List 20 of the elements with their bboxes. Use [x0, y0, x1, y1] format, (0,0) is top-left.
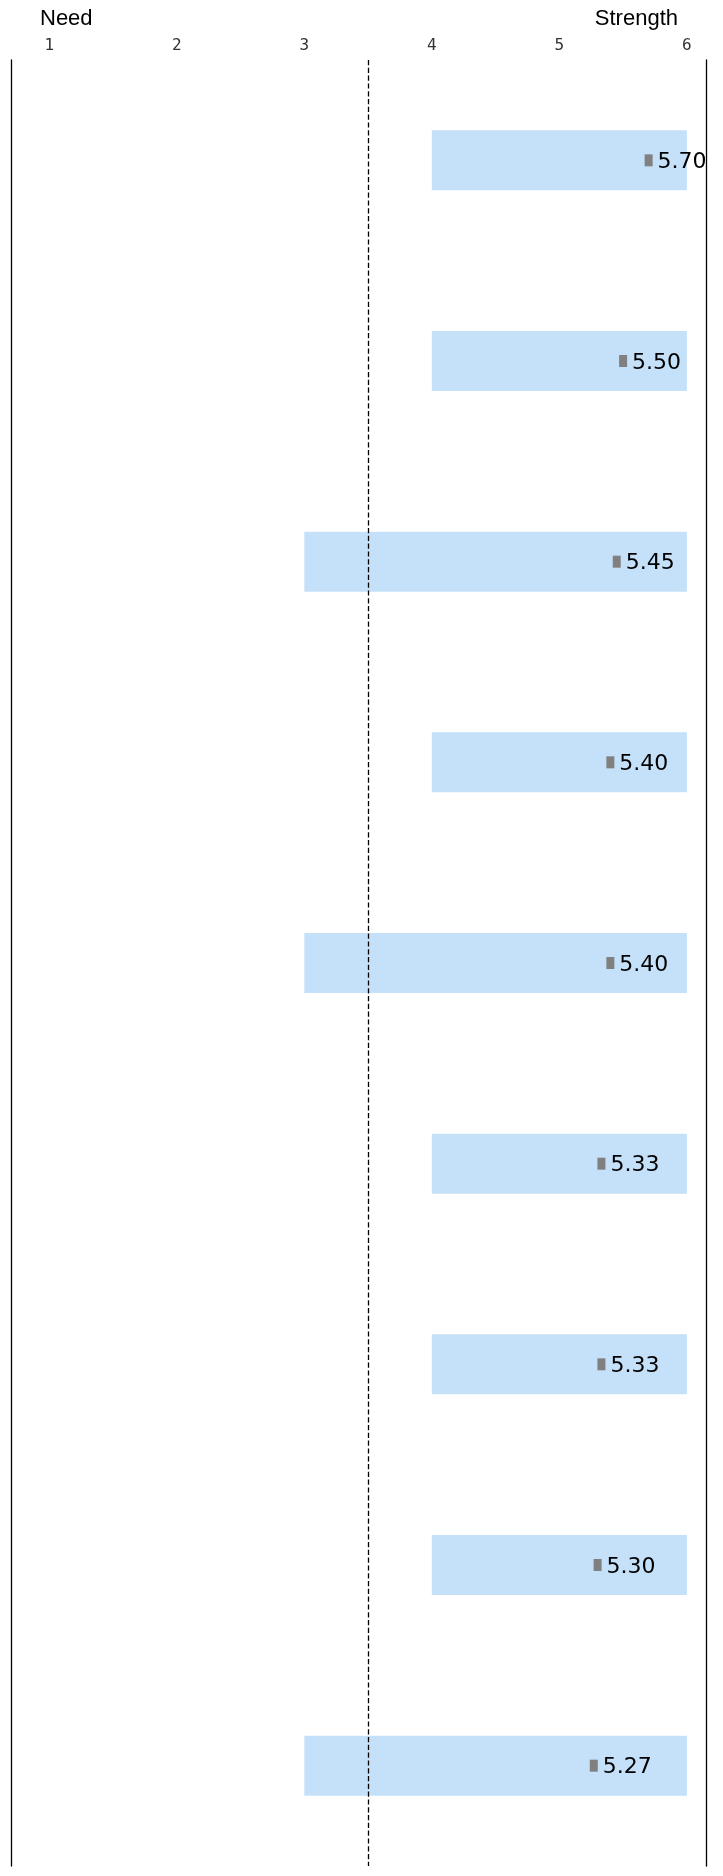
x-tick-label: 6 — [682, 34, 692, 54]
text: Strength — [594, 4, 679, 30]
text: Need — [40, 4, 93, 30]
point — [606, 957, 615, 969]
data-label: 5.70 — [657, 147, 707, 173]
point — [619, 355, 628, 367]
data-label: 5.30 — [606, 1552, 656, 1578]
x-tick-label: 1 — [44, 34, 55, 54]
x-tick-label: 4 — [427, 34, 437, 54]
data-label: 5.27 — [602, 1753, 652, 1779]
x-tick-label: 2 — [171, 34, 182, 54]
x-tick-label: 3 — [299, 34, 310, 54]
data-label: 5.40 — [619, 950, 669, 976]
data-label: 5.50 — [632, 348, 682, 374]
data-label: 5.40 — [619, 749, 669, 775]
data-label: 5.33 — [610, 1351, 660, 1377]
point — [593, 1559, 602, 1571]
data-label: 5.45 — [625, 549, 675, 575]
data-label: 5.33 — [610, 1151, 660, 1177]
x-tick-label: 5 — [554, 34, 565, 54]
